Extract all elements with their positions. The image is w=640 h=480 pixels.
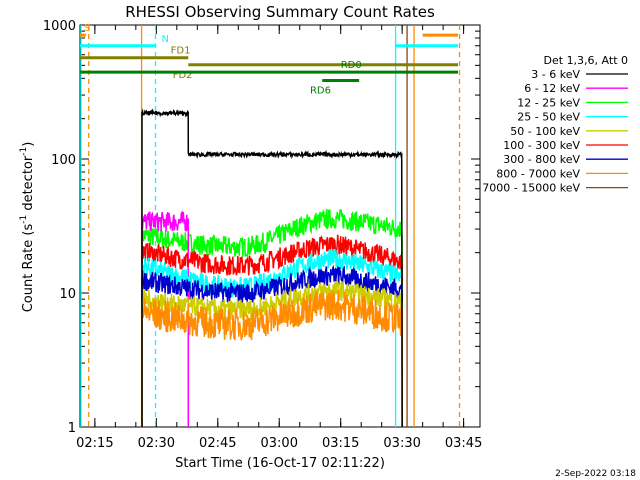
- y-tick-label: 1: [68, 421, 76, 436]
- y-axis-label-part: -1: [19, 147, 29, 156]
- x-tick-label: 03:15: [322, 436, 359, 451]
- flag-label: FD2: [173, 70, 193, 81]
- legend-label: 800 - 7000 keV: [496, 167, 580, 180]
- legend-label: 25 - 50 keV: [517, 111, 580, 124]
- series-300-800-kev: [141, 264, 403, 428]
- legend-header: Det 1,3,6, Att 0: [544, 54, 628, 67]
- x-tick-label: 02:45: [199, 436, 236, 451]
- flag-label: FD1: [171, 46, 191, 57]
- series-6-12-kev: [141, 209, 190, 428]
- legend-label: 3 - 6 keV: [531, 68, 580, 81]
- series-25-50-kev: [141, 248, 403, 428]
- y-axis-label-part: Count Rate (s: [21, 224, 36, 313]
- series-100-300-kev: [141, 234, 403, 428]
- y-axis-label: Count Rate (s-1 detector-1): [19, 142, 36, 313]
- x-tick-label: 03:30: [383, 436, 420, 451]
- series-3-6-kev: [141, 108, 403, 428]
- y-axis-label-part: -1: [19, 215, 29, 224]
- x-tick-label: 03:45: [445, 436, 482, 451]
- legend-label: 100 - 300 keV: [503, 139, 580, 152]
- legend-label: 300 - 800 keV: [503, 153, 580, 166]
- plot-frame: [79, 24, 481, 428]
- y-tick-label: 100: [51, 153, 76, 168]
- plot-area: 1 10 100 1000 02:15 02:30 02:45 03:00 03:15 03:30…: [43, 19, 482, 451]
- legend-label: 6 - 12 keV: [524, 82, 580, 95]
- flag-label: S: [84, 23, 90, 34]
- legend-label: 50 - 100 keV: [510, 125, 580, 138]
- y-axis-label-part: detector: [21, 155, 36, 215]
- x-axis-label: Start Time (16-Oct-17 02:11:22): [175, 456, 385, 471]
- flag-label: RD0: [341, 60, 362, 71]
- flag-label: N: [162, 34, 169, 45]
- series-12-25-kev: [141, 208, 403, 428]
- y-tick-label: 10: [59, 287, 76, 302]
- legend-label: 7000 - 15000 keV: [482, 182, 580, 195]
- x-tick-label: 02:15: [76, 436, 113, 451]
- timestamp: 2-Sep-2022 03:18: [555, 469, 636, 479]
- x-tick-label: 02:30: [138, 436, 175, 451]
- y-axis-label-part: ): [21, 142, 36, 147]
- x-tick-label: 03:00: [261, 436, 298, 451]
- y-tick-label: 1000: [43, 19, 76, 34]
- legend-label: 12 - 25 keV: [517, 96, 580, 109]
- series-800-7000-kev: [141, 289, 403, 428]
- chart-title: RHESSI Observing Summary Count Rates: [125, 3, 435, 21]
- flag-label: RD6: [310, 86, 331, 97]
